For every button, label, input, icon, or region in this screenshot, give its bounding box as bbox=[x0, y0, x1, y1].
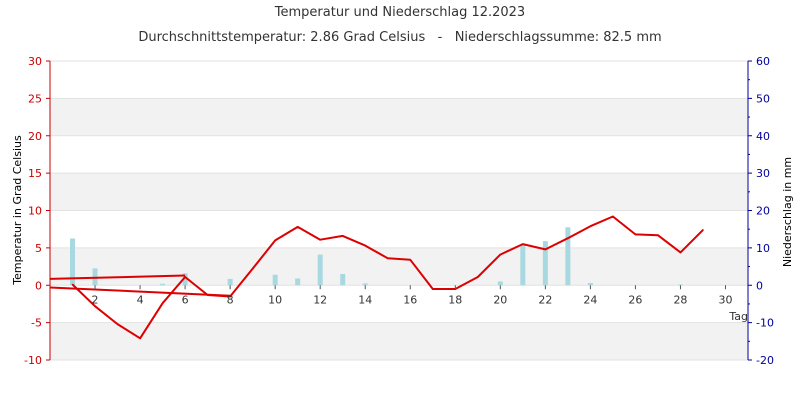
precipitation-bar bbox=[70, 238, 76, 286]
precipitation-bar bbox=[295, 278, 301, 286]
y-tick-label-left: 0 bbox=[35, 279, 42, 292]
temperature-point bbox=[341, 235, 344, 237]
temperature-point bbox=[612, 215, 614, 218]
x-tick-label: 10 bbox=[268, 293, 282, 306]
x-tick-label: 26 bbox=[628, 293, 642, 306]
x-tick-label: 28 bbox=[673, 293, 687, 306]
x-tick-label: 6 bbox=[182, 293, 189, 306]
x-tick-label: 18 bbox=[448, 293, 462, 306]
x-tick-label: 2 bbox=[92, 293, 99, 306]
overlay-lines bbox=[49, 274, 231, 297]
temperature-point bbox=[161, 302, 164, 304]
y-axis-label-right: Niederschlag in mm bbox=[781, 157, 794, 267]
precipitation-bar bbox=[160, 283, 166, 286]
temperature-point bbox=[567, 237, 569, 239]
plot-background bbox=[50, 60, 748, 361]
grid-band bbox=[50, 247, 748, 286]
x-tick-label: 20 bbox=[493, 293, 507, 306]
precipitation-bar bbox=[565, 227, 571, 286]
temperature-point bbox=[296, 226, 299, 228]
precipitation-bar bbox=[227, 278, 233, 286]
temperature-point bbox=[431, 288, 434, 290]
temperature-point bbox=[499, 253, 502, 256]
y-tick-label-right: 60 bbox=[756, 55, 770, 68]
precipitation-bar bbox=[340, 274, 346, 286]
temperature-line-group bbox=[71, 215, 704, 340]
x-tick-label: 14 bbox=[358, 293, 372, 306]
temperature-point bbox=[702, 229, 704, 231]
y-tick-label-right: -10 bbox=[756, 317, 774, 330]
chart-subtitle: Durchschnittstemperatur: 2.86 Grad Celsi… bbox=[138, 30, 661, 45]
temperature-point bbox=[319, 238, 321, 241]
x-tick-label: 4 bbox=[137, 293, 144, 306]
y-tick-label-right: 10 bbox=[756, 242, 770, 255]
y-tick-label-left: 15 bbox=[28, 167, 42, 180]
precipitation-bar bbox=[317, 254, 323, 286]
y-tick-label-left: 5 bbox=[35, 242, 42, 255]
temperature-point bbox=[184, 276, 186, 278]
x-axis-label: Tag bbox=[728, 310, 748, 323]
y-tick-label-right: 0 bbox=[756, 279, 763, 292]
x-tick-label: 22 bbox=[538, 293, 552, 306]
grid-band bbox=[50, 173, 748, 211]
y-tick-label-right: 30 bbox=[756, 167, 770, 180]
temperature-point bbox=[409, 259, 412, 261]
temperature-point bbox=[634, 233, 637, 236]
grid-band bbox=[50, 98, 748, 136]
temperature-point bbox=[679, 251, 682, 254]
y-tick-label-left: -5 bbox=[31, 317, 42, 330]
precipitation-bar bbox=[182, 273, 188, 286]
chart-title: Temperatur und Niederschlag 12.2023 bbox=[274, 5, 525, 20]
precipitation-bar bbox=[542, 241, 548, 286]
x-tick-label: 16 bbox=[403, 293, 417, 306]
temperature-point bbox=[589, 225, 592, 227]
temperature-point bbox=[251, 268, 254, 270]
temperature-point bbox=[94, 305, 96, 307]
precipitation-bar bbox=[520, 244, 526, 286]
y-tick-label-left: 20 bbox=[28, 130, 42, 143]
precipitation-bar bbox=[587, 283, 593, 286]
overlay-line-right bbox=[49, 274, 186, 280]
y-axis-label-left: Temperatur in Grad Celsius bbox=[11, 135, 24, 286]
overlay-line-left bbox=[49, 286, 231, 297]
y-tick-label-right: 20 bbox=[756, 205, 770, 218]
temperature-point bbox=[364, 244, 367, 247]
precipitation-bar bbox=[272, 274, 278, 286]
precipitation-bar bbox=[497, 281, 503, 286]
y-tick-label-right: -20 bbox=[756, 354, 774, 367]
temperature-point bbox=[274, 239, 276, 242]
temperature-point bbox=[116, 323, 119, 325]
x-tick-label: 24 bbox=[583, 293, 597, 306]
y-tick-label-left: -10 bbox=[24, 354, 42, 367]
temperature-point bbox=[522, 243, 524, 245]
temperature-point bbox=[544, 248, 547, 251]
y-tick-label-left: 10 bbox=[28, 205, 42, 218]
x-tick-label: 30 bbox=[718, 293, 732, 306]
grid-band bbox=[50, 322, 748, 360]
temperature-point bbox=[139, 337, 141, 340]
temperature-point bbox=[71, 283, 74, 286]
precipitation-bar bbox=[677, 284, 683, 286]
x-tick-label: 8 bbox=[227, 293, 234, 306]
temperature-point bbox=[386, 257, 389, 260]
precipitation-bar bbox=[362, 283, 368, 286]
temperature-point bbox=[477, 276, 479, 278]
y-tick-label-right: 50 bbox=[756, 92, 770, 105]
y-tick-label-right: 40 bbox=[756, 130, 770, 143]
temperature-point bbox=[657, 234, 659, 236]
x-tick-label: 12 bbox=[313, 293, 327, 306]
y-tick-label-left: 30 bbox=[28, 55, 42, 68]
y-tick-label-left: 25 bbox=[28, 92, 42, 105]
